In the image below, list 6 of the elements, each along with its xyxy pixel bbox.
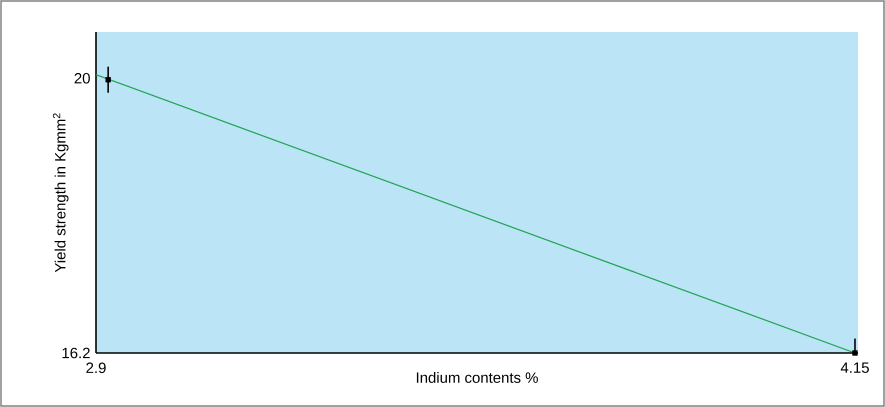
y-tick-label: 20	[74, 72, 90, 84]
x-tick-label: 4.15	[840, 362, 869, 373]
y-tick-label: 16.2	[62, 348, 90, 358]
x-axis-title: Indium contents %	[416, 372, 538, 383]
y-axis-title: Yield strength in Kgmm$^{2}$	[52, 113, 69, 272]
x-tick-label: 2.9	[86, 362, 106, 374]
